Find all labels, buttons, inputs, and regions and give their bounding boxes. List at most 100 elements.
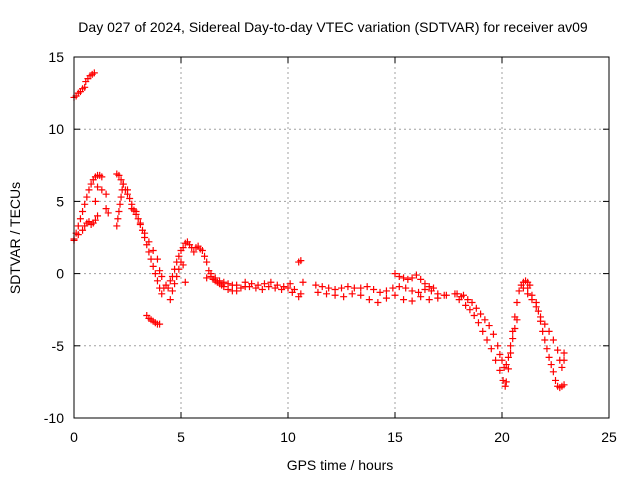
data-point bbox=[507, 342, 515, 350]
series-trace-afternoon-branch bbox=[113, 180, 166, 280]
y-axis-label: SDTVAR / TECUs bbox=[7, 182, 23, 294]
data-point bbox=[434, 294, 442, 302]
data-point bbox=[457, 293, 465, 301]
data-point bbox=[560, 349, 568, 357]
data-point bbox=[408, 287, 416, 295]
data-point bbox=[134, 215, 142, 223]
data-point bbox=[365, 296, 373, 304]
data-point bbox=[102, 190, 110, 198]
data-point bbox=[487, 345, 495, 353]
data-point bbox=[278, 285, 286, 293]
data-point bbox=[400, 274, 408, 282]
plot-frame bbox=[73, 56, 610, 419]
data-point bbox=[468, 298, 476, 306]
data-point bbox=[504, 365, 512, 373]
data-point bbox=[391, 291, 399, 299]
data-point bbox=[552, 376, 559, 384]
series-trace-late-b bbox=[524, 284, 568, 392]
data-point bbox=[391, 270, 399, 278]
series-trace-late bbox=[519, 284, 568, 371]
data-point bbox=[203, 274, 211, 282]
data-point bbox=[558, 363, 566, 371]
data-point bbox=[481, 316, 489, 324]
data-point bbox=[515, 287, 523, 295]
data-point bbox=[496, 350, 504, 358]
x-axis-label: GPS time / hours bbox=[287, 457, 394, 473]
data-point bbox=[181, 278, 189, 286]
data-point bbox=[357, 284, 365, 292]
data-point bbox=[560, 381, 568, 389]
data-point bbox=[338, 284, 345, 292]
data-point bbox=[408, 297, 416, 305]
data-point bbox=[258, 285, 266, 293]
series-trace-afternoon-flat bbox=[312, 281, 448, 299]
data-point bbox=[382, 287, 390, 295]
series-trace-recovery bbox=[164, 238, 249, 295]
data-point bbox=[91, 197, 99, 205]
chart-title: Day 027 of 2024, Sidereal Day-to-day VTE… bbox=[78, 19, 588, 35]
data-point bbox=[408, 274, 416, 282]
data-point bbox=[494, 342, 502, 350]
data-point bbox=[314, 288, 322, 296]
data-point bbox=[117, 193, 125, 201]
data-point bbox=[331, 291, 339, 299]
x-tick-labels: 0 5 10 15 20 25 bbox=[70, 429, 617, 445]
data-point bbox=[344, 283, 352, 291]
data-point bbox=[128, 205, 136, 213]
data-point bbox=[91, 216, 99, 224]
data-point bbox=[483, 336, 491, 344]
data-point bbox=[513, 298, 521, 306]
data-point bbox=[412, 271, 420, 279]
data-point bbox=[149, 246, 157, 254]
y-tick-labels: -10 -5 0 5 10 15 bbox=[44, 49, 64, 426]
data-point bbox=[511, 324, 519, 332]
data-point bbox=[554, 346, 562, 354]
data-point bbox=[400, 296, 408, 304]
data-point bbox=[98, 173, 106, 181]
y-tick-label: 5 bbox=[56, 193, 64, 209]
data-point bbox=[357, 291, 365, 299]
data-point bbox=[158, 272, 166, 280]
data-point bbox=[81, 200, 89, 208]
data-point bbox=[233, 281, 241, 289]
data-point bbox=[560, 356, 568, 364]
data-point bbox=[492, 356, 500, 364]
data-point bbox=[464, 296, 472, 304]
data-point bbox=[117, 176, 125, 184]
data-point bbox=[116, 200, 124, 208]
data-point bbox=[543, 345, 551, 353]
x-tick-label: 5 bbox=[177, 429, 185, 445]
data-points bbox=[70, 69, 568, 392]
data-point bbox=[288, 288, 296, 296]
data-point bbox=[198, 246, 206, 254]
data-point bbox=[286, 280, 294, 288]
data-point bbox=[485, 322, 493, 330]
data-point bbox=[136, 219, 144, 227]
data-point bbox=[382, 294, 390, 302]
data-point bbox=[318, 283, 326, 291]
data-point bbox=[374, 298, 382, 306]
y-tick-label: -10 bbox=[44, 410, 64, 426]
data-point bbox=[147, 255, 155, 263]
data-point bbox=[470, 311, 478, 319]
data-point bbox=[472, 304, 480, 312]
data-point bbox=[547, 361, 555, 369]
data-point bbox=[348, 290, 356, 298]
data-point bbox=[252, 284, 260, 292]
data-point bbox=[545, 327, 553, 335]
data-point bbox=[237, 284, 245, 292]
data-point bbox=[425, 296, 433, 304]
data-point bbox=[113, 222, 121, 230]
data-point bbox=[376, 288, 384, 296]
data-point bbox=[141, 229, 149, 237]
y-tick-label: 10 bbox=[48, 121, 64, 137]
data-point bbox=[241, 278, 249, 286]
data-point bbox=[87, 180, 95, 188]
data-point bbox=[156, 320, 164, 328]
data-point bbox=[477, 310, 485, 318]
data-point bbox=[211, 274, 219, 282]
series-trace-midday-b bbox=[245, 283, 296, 296]
data-point bbox=[549, 336, 557, 344]
data-point bbox=[207, 270, 215, 278]
data-point bbox=[395, 272, 403, 280]
